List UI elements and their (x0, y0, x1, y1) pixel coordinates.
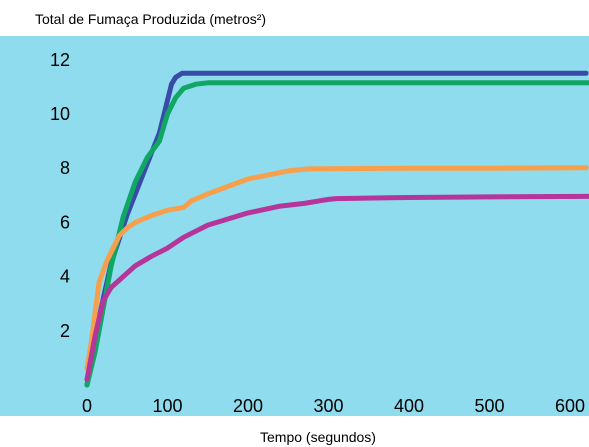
x-tick-label: 100 (152, 396, 182, 416)
plot-background (0, 36, 589, 416)
x-tick-label: 400 (394, 396, 424, 416)
x-tick-label: 600 (555, 396, 585, 416)
series-line-3 (84, 165, 589, 372)
series-line-2 (84, 80, 589, 388)
x-axis-ticks: 0 100 200 300 400 500 600 (82, 396, 585, 416)
y-tick-label: 12 (50, 50, 70, 70)
y-tick-label: 10 (50, 104, 70, 124)
x-tick-label: 200 (233, 396, 263, 416)
y-tick-label: 6 (60, 212, 70, 232)
x-tick-label: 0 (82, 396, 92, 416)
y-tick-label: 2 (60, 321, 70, 341)
y-axis-label: Total de Fumaça Produzida (metros²) (35, 11, 266, 27)
data-series (84, 70, 589, 388)
y-axis-ticks: 2 4 6 8 10 12 (50, 50, 70, 341)
x-tick-label: 300 (313, 396, 343, 416)
x-axis-label: Tempo (segundos) (260, 429, 376, 445)
y-tick-label: 4 (60, 267, 70, 287)
series-line-4 (84, 193, 589, 383)
y-tick-label: 8 (60, 158, 70, 178)
x-tick-label: 500 (474, 396, 504, 416)
